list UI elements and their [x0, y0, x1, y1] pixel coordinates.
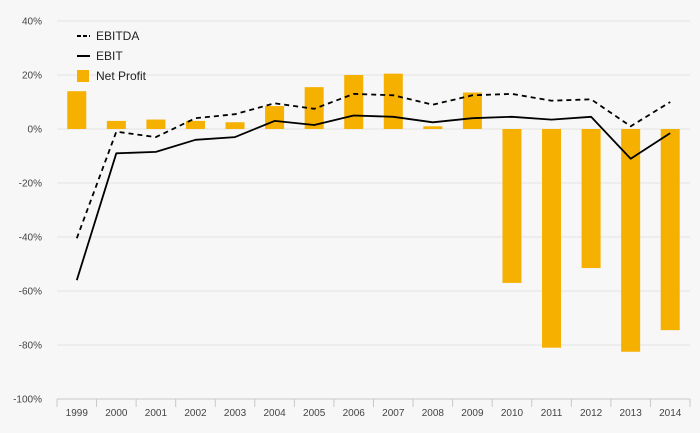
- y-tick-label: 20%: [22, 71, 42, 82]
- x-tick-label: 2001: [145, 408, 168, 419]
- legend-label-ebitda: EBITDA: [96, 29, 139, 43]
- bar-net-profit: [660, 129, 680, 331]
- y-tick-label: -60%: [19, 287, 42, 298]
- y-tick-label: 0%: [28, 125, 43, 136]
- bar-net-profit: [621, 129, 641, 352]
- bar-net-profit: [383, 73, 403, 129]
- bar-net-profit: [106, 120, 126, 129]
- y-tick-label: -40%: [19, 233, 42, 244]
- line-ebitda: [75, 93, 671, 239]
- bar-net-profit: [581, 129, 601, 269]
- y-tick-label: 40%: [22, 17, 42, 28]
- bar-net-profit: [225, 122, 245, 129]
- x-tick-label: 2012: [580, 408, 603, 419]
- x-tick-label: 2014: [659, 408, 682, 419]
- bar-net-profit: [502, 129, 522, 283]
- x-tick-label: 2008: [422, 408, 445, 419]
- legend-swatch-net-profit: [77, 70, 89, 82]
- line-ebit: [75, 114, 671, 281]
- x-tick-label: 2009: [461, 408, 484, 419]
- bar-net-profit: [423, 126, 443, 129]
- x-tick-label: 2006: [343, 408, 366, 419]
- y-tick-label: -80%: [19, 341, 42, 352]
- x-axis: 1999 2000 2001 2002 2003 2004 2005 2006 2007 2008…: [56, 398, 691, 419]
- x-tick-label: 2013: [620, 408, 643, 419]
- legend: EBITDA EBIT Net Profit: [77, 29, 147, 83]
- x-tick-label: 2007: [382, 408, 405, 419]
- bar-net-profit: [146, 119, 166, 129]
- bar-net-profit: [265, 106, 285, 129]
- legend-label-ebit: EBIT: [96, 49, 123, 63]
- x-tick-label: 2010: [501, 408, 524, 419]
- x-tick-label: 2011: [541, 408, 563, 419]
- x-tick-label: 2003: [224, 408, 247, 419]
- bar-net-profit: [542, 129, 562, 348]
- y-tick-label: -100%: [13, 395, 42, 406]
- bar-net-profit: [185, 120, 205, 129]
- bar-net-profit: [462, 92, 482, 129]
- x-tick-label: 2005: [303, 408, 326, 419]
- legend-label-net-profit: Net Profit: [96, 69, 147, 83]
- x-tick-label: 2000: [105, 408, 128, 419]
- series-lines: [75, 93, 671, 281]
- x-tick-label: 2004: [263, 408, 286, 419]
- y-axis-ticks: 40% 20% 0% -20% -40% -60% -80% -100%: [13, 17, 42, 406]
- bar-net-profit: [344, 75, 364, 129]
- y-tick-label: -20%: [19, 179, 42, 190]
- bars-net-profit: [67, 73, 680, 352]
- x-tick-label: 1999: [66, 408, 89, 419]
- x-tick-label: 2002: [184, 408, 207, 419]
- bar-net-profit: [67, 91, 87, 129]
